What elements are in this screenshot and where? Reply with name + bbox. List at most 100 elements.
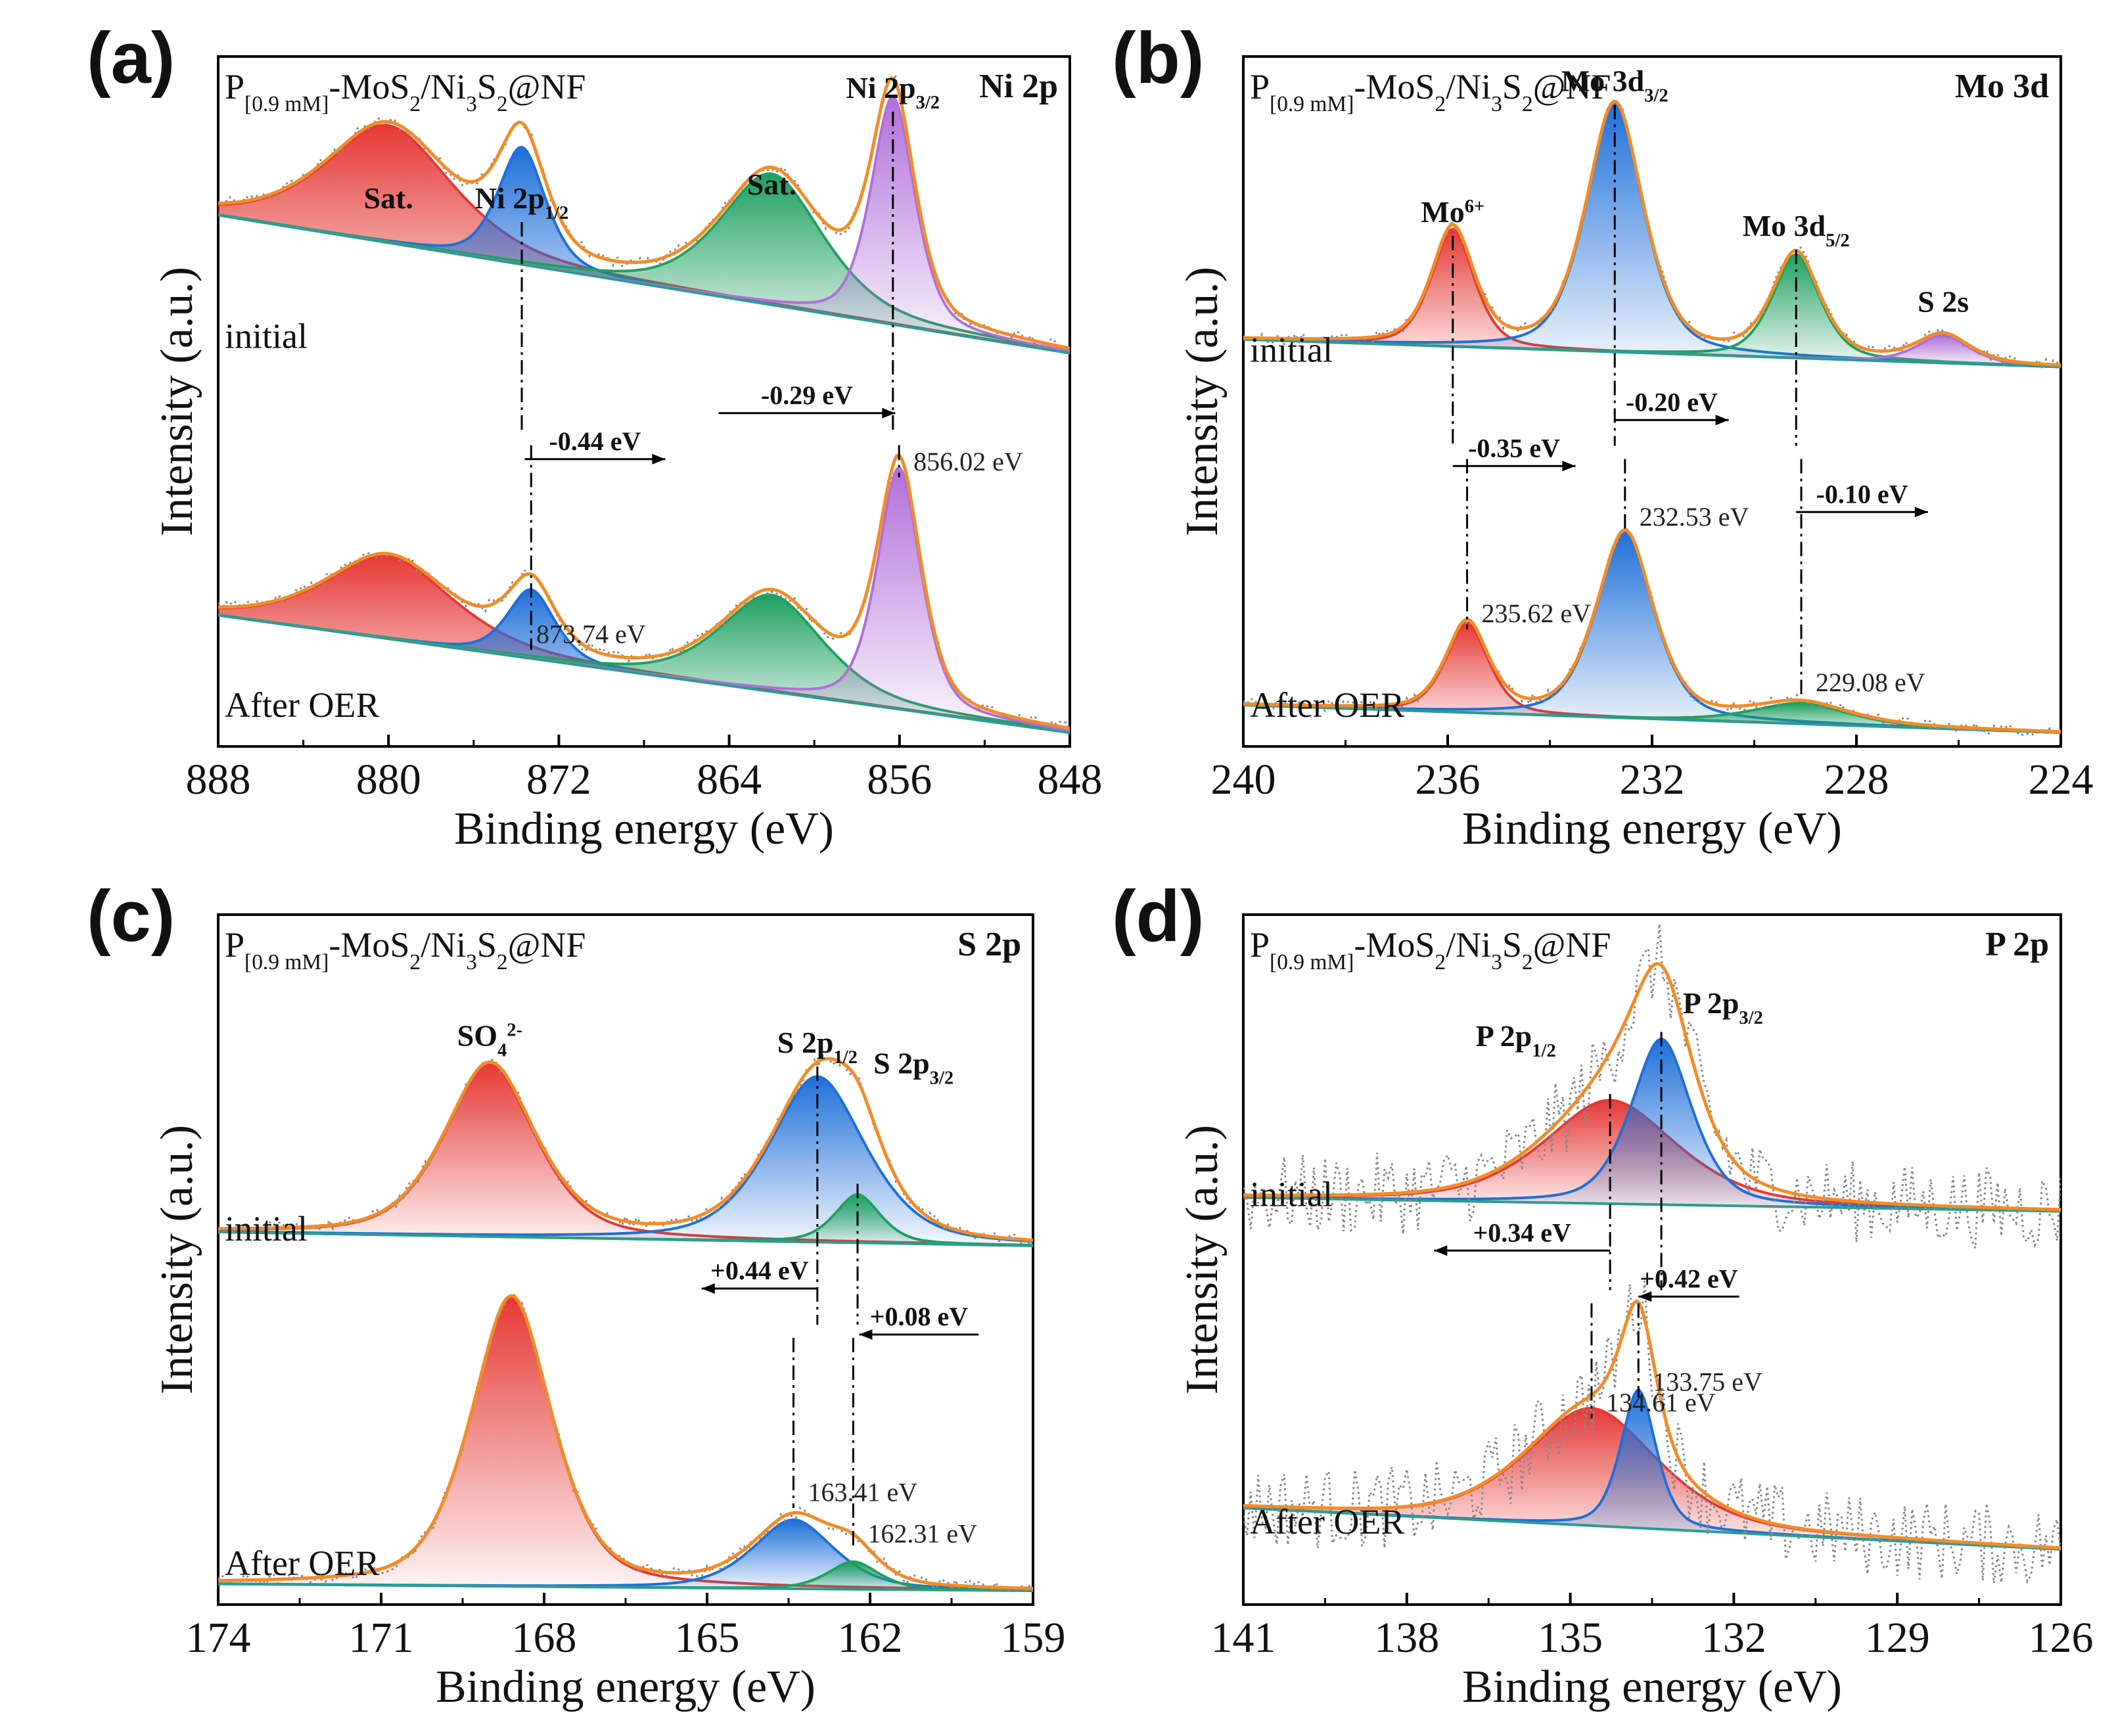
peak-label: Mo 3d5/2 (1743, 209, 1850, 251)
shift-label: +0.34 eV (1473, 1218, 1571, 1247)
stack-label: After OER (1250, 1502, 1404, 1542)
stack-label: initial (1250, 331, 1333, 370)
peak-label: S 2p1/2 (777, 1026, 858, 1068)
arrow-head (1434, 1245, 1448, 1256)
stack-label: initial (1250, 1175, 1333, 1214)
panel-letter: (a) (87, 18, 175, 99)
x-tick-label: 888 (186, 756, 251, 804)
stack-label: After OER (225, 685, 379, 725)
peak-fill (1243, 623, 2061, 733)
peak-label: P 2p3/2 (1683, 986, 1763, 1028)
peak-label: Ni 2p3/2 (846, 71, 940, 113)
x-tick-label: 240 (1211, 756, 1276, 804)
shift-label: -0.29 eV (761, 380, 853, 410)
sample-label: P[0.9 mM]-MoS2/Ni3S2@NF (1250, 925, 1611, 974)
background-line (218, 1231, 1033, 1247)
shift-label: -0.20 eV (1626, 387, 1718, 417)
peak-value: 163.41 eV (808, 1478, 917, 1507)
peak-fill (218, 125, 1070, 354)
background-line (1243, 1507, 2061, 1551)
sample-label: P[0.9 mM]-MoS2/Ni3S2@NF (225, 925, 586, 974)
peak-label: Sat. (363, 181, 413, 215)
peak-fill (1243, 103, 2061, 367)
peak-fill (1243, 229, 2061, 367)
peak-fill (218, 1076, 1033, 1246)
x-tick-label: 135 (1538, 1614, 1603, 1662)
panel-letter: (b) (1112, 18, 1204, 99)
stack-label: initial (225, 317, 308, 356)
x-tick-label: 232 (1620, 756, 1685, 804)
x-tick-label: 162 (838, 1614, 903, 1662)
raw-data (1243, 1281, 2061, 1585)
x-axis-label: Binding energy (eV) (1462, 1662, 1842, 1712)
peak-fill (1243, 1039, 2061, 1212)
shift-label: -0.35 eV (1468, 433, 1560, 463)
raw-data (1243, 923, 2061, 1249)
shift-label: +0.08 eV (870, 1302, 969, 1331)
panel-d: (d) 141 138 135 132 129 126 Binding energy (eV)… (1112, 876, 2094, 1712)
panel-title: S 2p (957, 926, 1021, 963)
peak-label: S 2s (1918, 285, 1969, 319)
x-tick-label: 856 (867, 756, 932, 804)
shift-label: +0.44 eV (710, 1256, 809, 1285)
y-axis-label: Intensity (a.u.) (152, 267, 202, 536)
arrow-head (1914, 507, 1928, 518)
x-tick-label: 126 (2029, 1614, 2094, 1662)
x-tick-label: 236 (1415, 756, 1481, 804)
panel-letter: (d) (1112, 876, 1204, 957)
background-line (218, 614, 1070, 734)
x-axis-label: Binding energy (eV) (436, 1662, 816, 1712)
panel-title: Ni 2p (979, 68, 1058, 105)
x-tick-label: 129 (1865, 1614, 1930, 1662)
panel-letter: (c) (87, 876, 175, 957)
background-line (1243, 338, 2061, 369)
peak-fill (218, 467, 1070, 733)
y-axis-label: Intensity (a.u.) (1177, 1125, 1228, 1394)
peak-label: P 2p1/2 (1476, 1019, 1556, 1061)
x-tick-label: 159 (1001, 1614, 1066, 1662)
envelope-line (218, 1057, 1033, 1242)
panel-c: (c) 174 171 168 165 162 159 Binding energy (eV)… (87, 876, 1066, 1712)
peak-label: Sat. (747, 168, 796, 201)
sample-label: P[0.9 mM]-MoS2/Ni3S2@NF (225, 67, 586, 116)
background-line (218, 214, 1070, 355)
peak-fill (218, 1561, 1033, 1591)
peak-label: S 2p3/2 (873, 1047, 954, 1089)
envelope-line (1243, 1299, 2061, 1550)
envelope-line (1243, 961, 2061, 1212)
peak-label: Mo 3d3/2 (1561, 64, 1668, 106)
peak-fill (218, 555, 1070, 733)
sample-label: P[0.9 mM]-MoS2/Ni3S2@NF (1250, 67, 1611, 116)
stack-label: After OER (1250, 685, 1404, 725)
peak-fill (218, 1195, 1033, 1246)
x-tick-label: 171 (349, 1614, 414, 1662)
envelope-line (1243, 99, 2061, 367)
shift-label: -0.44 eV (549, 426, 641, 456)
background-line (218, 1582, 1033, 1592)
arrow-head (1562, 461, 1576, 472)
peak-value: 232.53 eV (1640, 502, 1749, 532)
arrow-head (859, 1329, 873, 1340)
shift-label: -0.10 eV (1816, 479, 1908, 509)
peak-value: 235.62 eV (1482, 599, 1592, 628)
stack-label: initial (225, 1209, 308, 1248)
shift-label: +0.42 eV (1640, 1264, 1738, 1293)
arrow-head (1638, 1291, 1652, 1302)
peak-label: Mo6+ (1421, 195, 1484, 229)
envelope-line (218, 76, 1070, 350)
y-axis-label: Intensity (a.u.) (152, 1125, 202, 1394)
peak-fill (1243, 532, 2061, 733)
panel-title: P 2p (1985, 926, 2049, 963)
panel-title: Mo 3d (1955, 68, 2049, 105)
envelope-line (218, 454, 1070, 730)
peak-value: 134.61 eV (1606, 1388, 1716, 1417)
arrow-head (701, 1283, 715, 1294)
x-tick-label: 141 (1211, 1614, 1276, 1662)
envelope-line (218, 1294, 1033, 1590)
peak-value: 229.08 eV (1816, 668, 1925, 697)
peak-value: 133.75 eV (1653, 1367, 1762, 1397)
arrow-head (882, 407, 896, 419)
peak-value: 162.31 eV (867, 1519, 977, 1549)
x-tick-label: 864 (697, 756, 762, 804)
peak-value: 856.02 eV (913, 447, 1023, 476)
